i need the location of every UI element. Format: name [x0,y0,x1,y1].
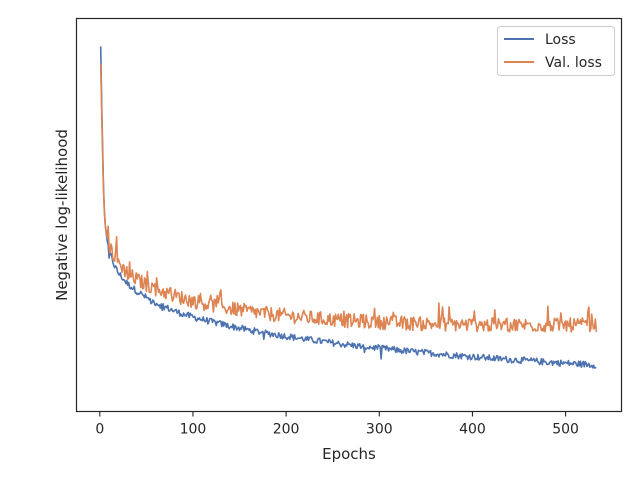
y-axis-label: Negative log-likelihood [53,129,71,301]
x-axis-label: Epochs [322,445,376,463]
x-ticks: 0 100 200 300 400 500 [95,411,579,438]
x-tick-label: 400 [459,422,486,438]
legend-label-val-loss: Val. loss [545,55,602,71]
x-tick-label: 500 [552,422,579,438]
x-tick-label: 0 [95,422,104,438]
axes-frame [75,17,623,413]
plot-lines [99,46,598,369]
legend: Loss Val. loss [497,26,615,76]
series-line-val-loss [99,64,598,333]
x-tick-label: 100 [180,422,207,438]
x-tick-label: 200 [273,422,300,438]
x-tick-label: 300 [366,422,393,438]
series-line-loss [99,46,597,369]
legend-label-loss: Loss [545,32,576,48]
